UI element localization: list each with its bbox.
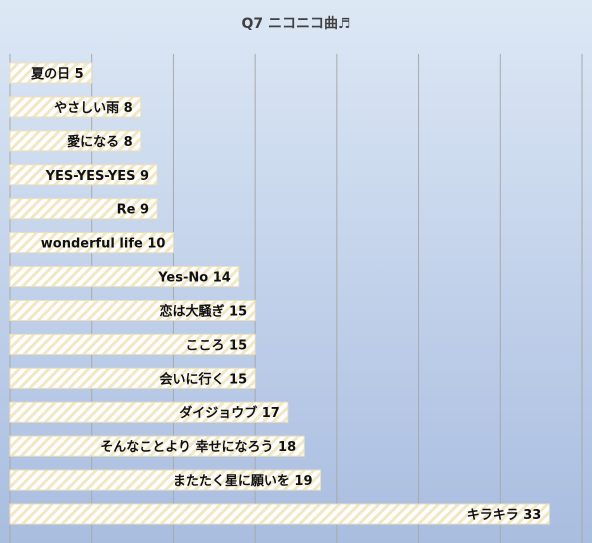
bar bbox=[9, 164, 158, 186]
bar bbox=[9, 232, 174, 254]
bar bbox=[9, 435, 305, 457]
bar bbox=[9, 96, 142, 118]
bar-data-label: ダイジョウブ 17 bbox=[179, 405, 280, 421]
bar bbox=[9, 333, 256, 355]
bar-data-label: Re 9 bbox=[117, 203, 149, 218]
bar-data-label: やさしい雨 8 bbox=[54, 101, 133, 116]
bars: 夏の日 5 やさしい雨 8 愛になる 8 YES-YES-YES 9 Re 9 wonde… bbox=[9, 62, 550, 525]
bar-data-label: こころ 15 bbox=[186, 338, 248, 353]
bar bbox=[9, 130, 142, 152]
bar-data-label: YES-YES-YES 9 bbox=[45, 169, 150, 184]
bar-data-label: wonderful life 10 bbox=[41, 237, 166, 252]
bar bbox=[9, 469, 322, 491]
bar-data-label: 愛になる 8 bbox=[67, 134, 133, 150]
bar-data-label: 夏の日 5 bbox=[30, 67, 84, 82]
bar-data-label: そんなことより 幸せになろう 18 bbox=[100, 439, 296, 455]
bar-data-label: 恋は大騒ぎ 15 bbox=[160, 303, 248, 319]
bar bbox=[9, 367, 256, 389]
bar bbox=[9, 503, 550, 525]
bar-data-label: Yes-No 14 bbox=[157, 271, 231, 286]
bar bbox=[9, 198, 158, 220]
bar bbox=[9, 299, 256, 321]
bar-data-label: 会いに行く 15 bbox=[160, 371, 248, 387]
bar-data-label: またたく星に願いを 19 bbox=[173, 474, 313, 489]
chart-title: Q7 ニコニコ曲♬ bbox=[241, 15, 350, 32]
bar bbox=[9, 62, 93, 84]
bar-data-label: キラキラ 33 bbox=[467, 508, 542, 523]
bar bbox=[9, 266, 240, 288]
bar bbox=[9, 401, 289, 423]
